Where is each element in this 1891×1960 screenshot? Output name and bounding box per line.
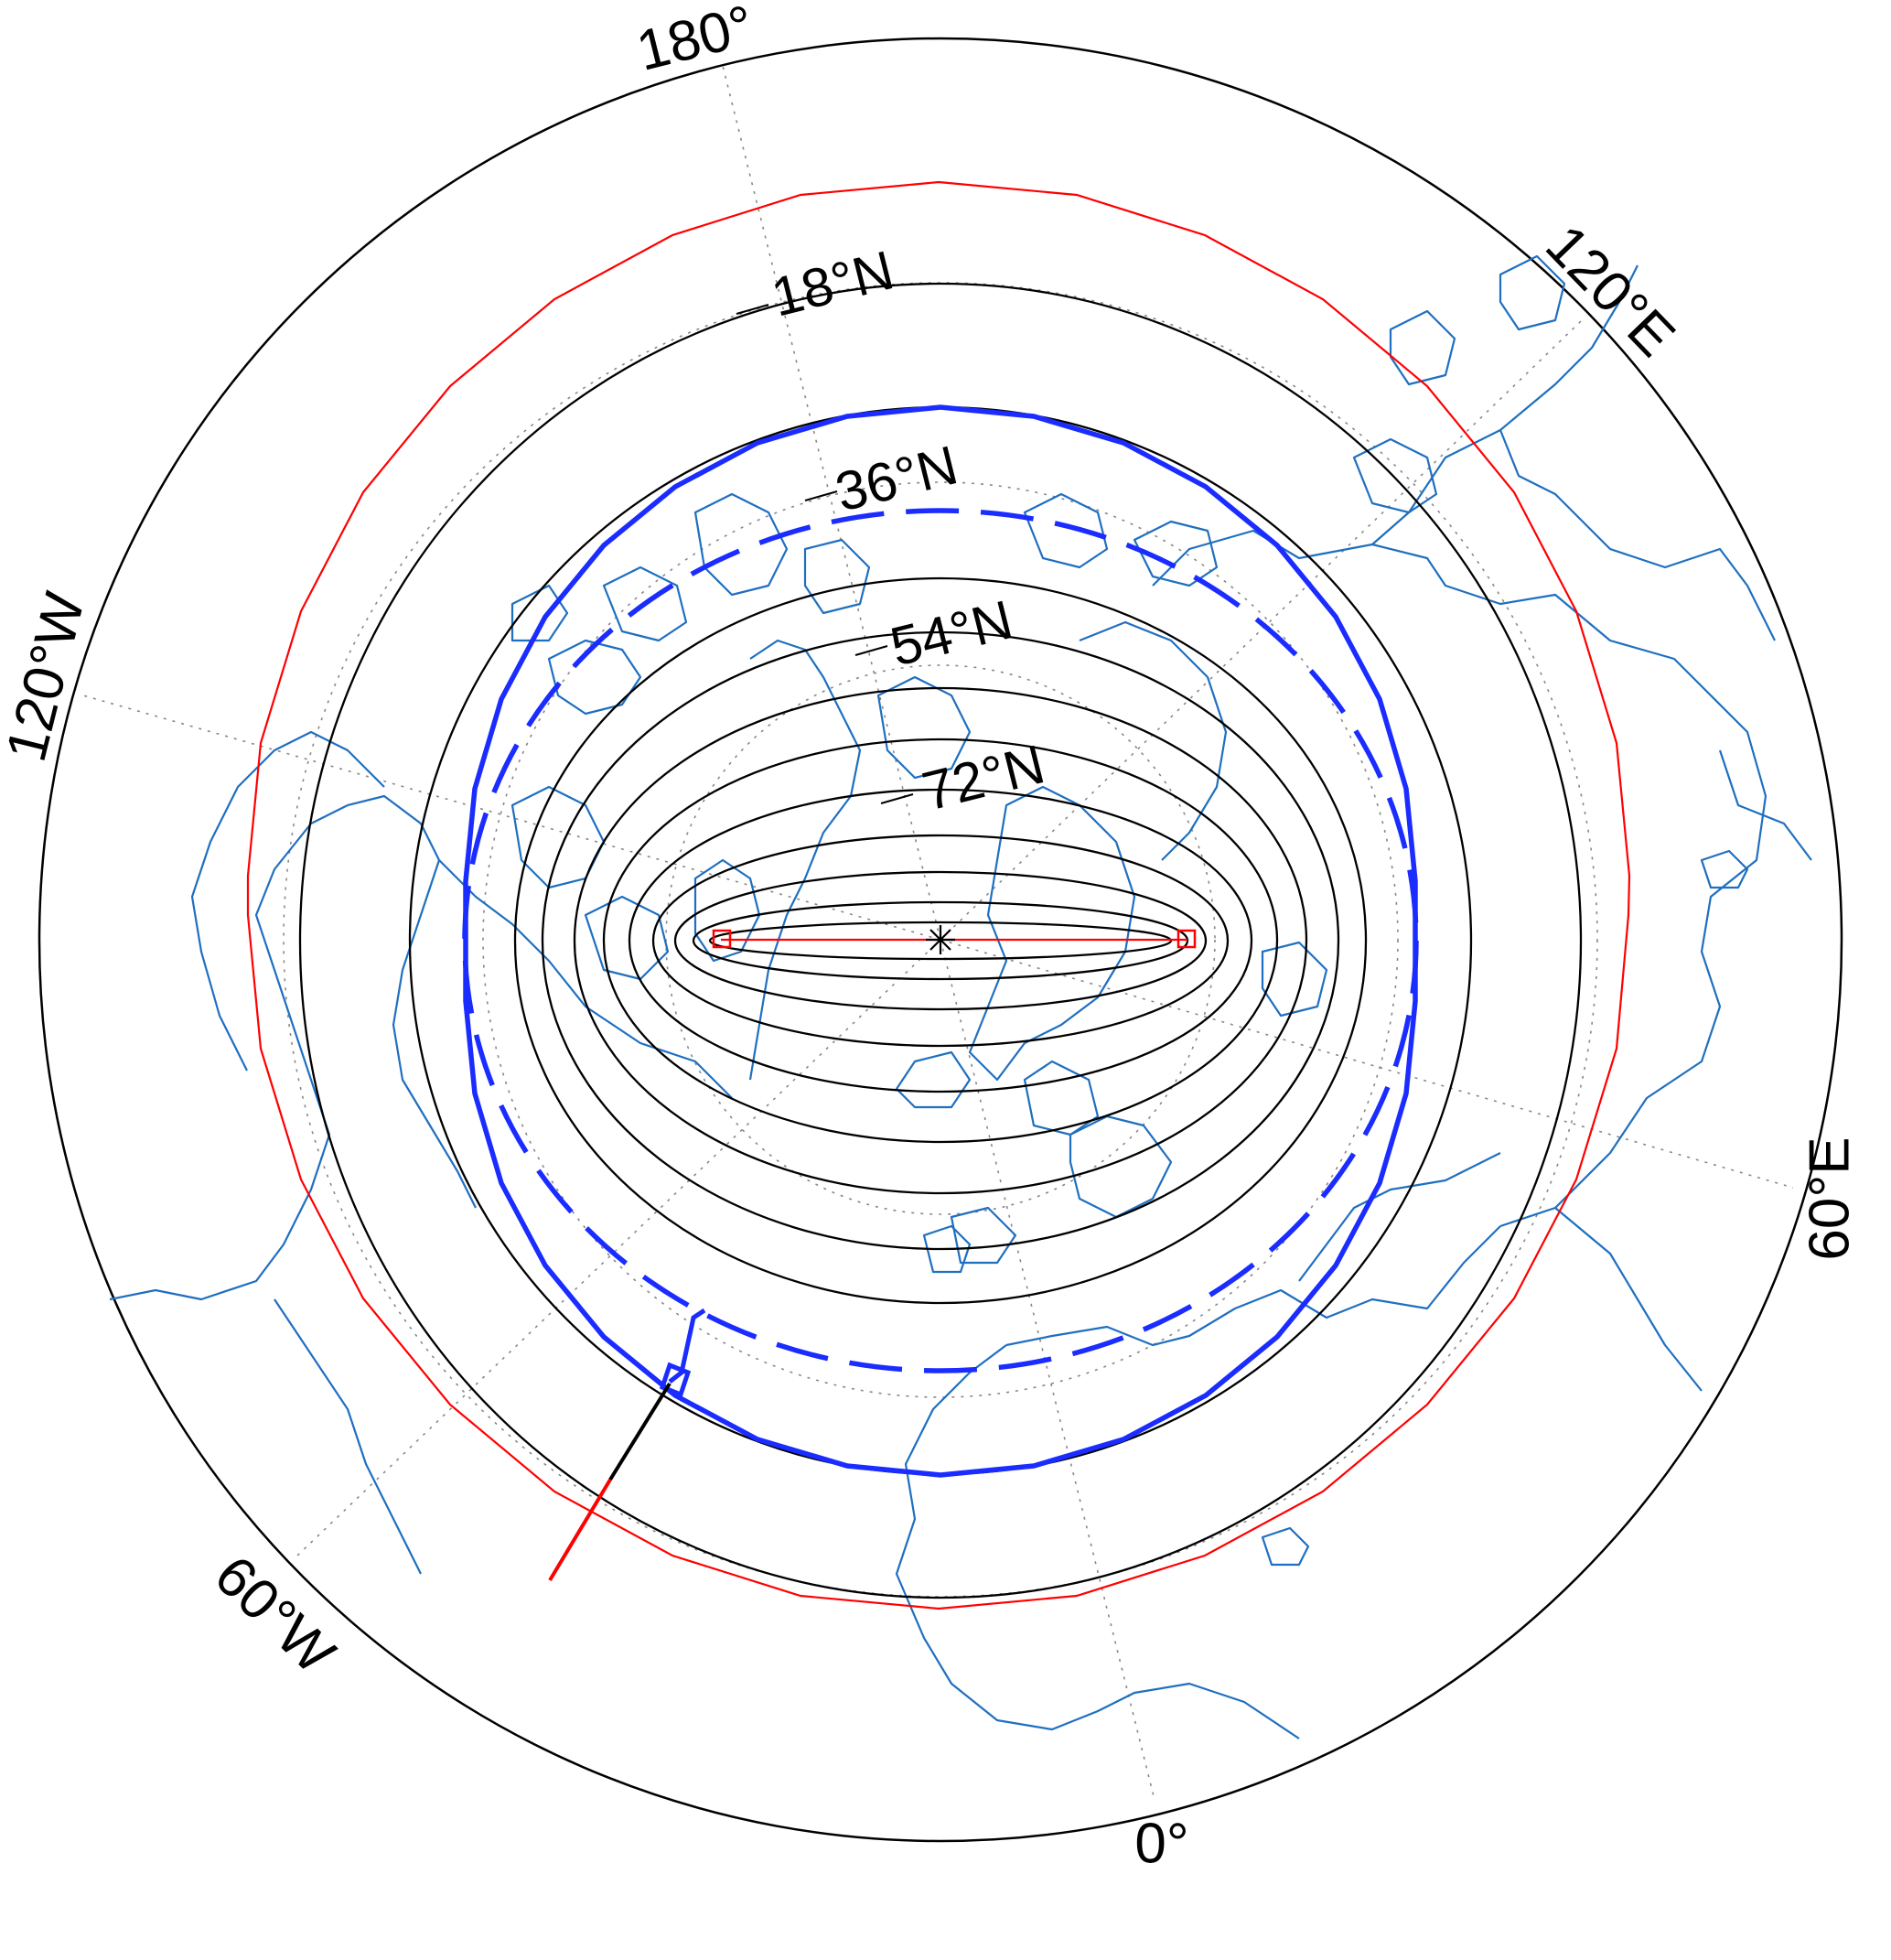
red-boundary-ring xyxy=(246,180,1631,1610)
blue-leader-line xyxy=(668,1308,706,1384)
meridian-label-60w: 60°W xyxy=(202,1544,347,1686)
coastlines xyxy=(109,254,1812,1739)
blue-leader-box xyxy=(659,1362,692,1398)
parallel-label-ticks xyxy=(736,304,914,804)
blue-dashed-ring xyxy=(462,508,1419,1373)
black-radial-segment xyxy=(608,1382,672,1481)
map-frame xyxy=(38,37,1843,1843)
graticule-parallels xyxy=(283,282,1598,1598)
red-endpoint-square-icon xyxy=(1177,929,1197,949)
red-endpoint-square-icon xyxy=(712,929,732,949)
meridian-label-120w: 120°W xyxy=(0,587,97,768)
parallel-label-54n: 54°N xyxy=(885,588,1018,677)
meridian-label-0: 0° xyxy=(1134,1813,1188,1876)
meridian-label-180: 180° xyxy=(630,0,759,83)
center-star-icon xyxy=(926,925,955,954)
meridian-label-60e: 60°E xyxy=(1799,1136,1862,1260)
blue-solid-ring xyxy=(463,404,1418,1478)
parallel-label-72n: 72°N xyxy=(917,733,1050,822)
parallel-label-18n: 18°N xyxy=(766,239,899,328)
meridian-label-120e: 120°E xyxy=(1533,213,1686,369)
red-radial-segment xyxy=(548,1478,612,1582)
graticule-meridians xyxy=(82,65,1794,1801)
